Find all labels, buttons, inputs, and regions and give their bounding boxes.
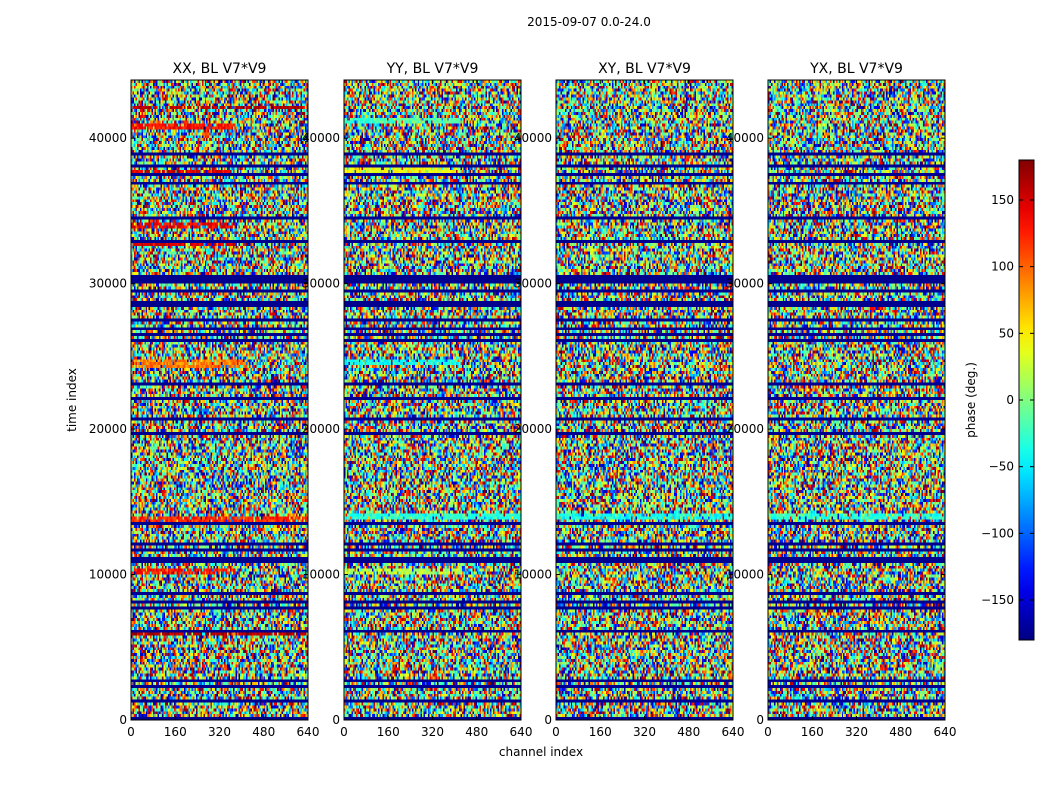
colorbar-tick-label: −50 [989, 460, 1014, 474]
y-tick-label: 30000 [302, 277, 340, 291]
panel-title: YY, BL V7*V9 [386, 61, 479, 77]
y-tick-label: 40000 [89, 131, 127, 145]
x-tick-label: 640 [510, 725, 533, 739]
x-tick-label: 160 [801, 725, 824, 739]
x-tick-label: 0 [764, 725, 772, 739]
x-tick-label: 320 [208, 725, 231, 739]
y-tick-label: 30000 [514, 277, 552, 291]
x-tick-label: 640 [722, 725, 745, 739]
panel-4: YX, BL V7*V9 0 160 320 480 640 0 10000 20000 3000… [726, 61, 957, 739]
x-tick-label: 480 [465, 725, 488, 739]
y-tick-label: 10000 [89, 568, 127, 582]
y-tick-label: 20000 [514, 422, 552, 436]
y-tick-label: 10000 [514, 568, 552, 582]
x-tick-label: 480 [677, 725, 700, 739]
y-tick-label: 20000 [302, 422, 340, 436]
panels: XX, BL V7*V9 0 160 320 480 640 0 10000 20000 3000… [65, 61, 956, 759]
y-axis-label: time index [65, 368, 79, 432]
colorbar-tick-label: −100 [981, 526, 1014, 540]
y-tick-label: 20000 [89, 422, 127, 436]
y-tick-label: 0 [756, 713, 764, 727]
y-tick-label: 30000 [89, 277, 127, 291]
panel-3: XY, BL V7*V9 0 160 320 480 640 0 10000 20000 3000… [514, 61, 745, 739]
y-tick-label: 10000 [302, 568, 340, 582]
y-tick-label: 40000 [302, 131, 340, 145]
colorbar-label: phase (deg.) [964, 362, 978, 438]
colorbar-tick-label: −150 [981, 593, 1014, 607]
x-tick-label: 160 [164, 725, 187, 739]
heatmap-raster [768, 80, 945, 720]
y-tick-label: 0 [119, 713, 127, 727]
panel-title: XX, BL V7*V9 [173, 61, 267, 77]
x-tick-label: 320 [421, 725, 444, 739]
figure-title: 2015-09-07 0.0-24.0 [527, 15, 651, 29]
colorbar: 150 100 50 0 −50 −100 −150 phase (deg.) [964, 159, 1035, 641]
heatmap-raster [344, 80, 521, 720]
heatmap-raster [131, 80, 308, 720]
x-tick-label: 0 [552, 725, 560, 739]
y-tick-label: 0 [332, 713, 340, 727]
x-tick-label: 0 [127, 725, 135, 739]
y-tick-label: 20000 [726, 422, 764, 436]
panel-title: YX, BL V7*V9 [809, 61, 903, 77]
y-tick-label: 30000 [726, 277, 764, 291]
heatmap-raster [556, 80, 733, 720]
y-tick-label: 40000 [514, 131, 552, 145]
panel-title: XY, BL V7*V9 [598, 61, 691, 77]
colorbar-tick-label: 100 [991, 260, 1014, 274]
x-axis-label: channel index [499, 745, 583, 759]
x-tick-label: 480 [889, 725, 912, 739]
x-tick-label: 320 [845, 725, 868, 739]
colorbar-tick-label: 150 [991, 193, 1014, 207]
x-tick-label: 640 [934, 725, 957, 739]
x-tick-label: 0 [340, 725, 348, 739]
x-tick-label: 160 [377, 725, 400, 739]
y-tick-label: 0 [544, 713, 552, 727]
x-tick-label: 320 [633, 725, 656, 739]
x-tick-label: 160 [589, 725, 612, 739]
colorbar-tick-label: 0 [1006, 393, 1014, 407]
panel-2: YY, BL V7*V9 0 160 320 480 640 0 10000 20000 3000… [302, 61, 583, 759]
y-tick-label: 10000 [726, 568, 764, 582]
x-tick-label: 480 [252, 725, 275, 739]
colorbar-tick-label: 50 [999, 326, 1014, 340]
panel-1: XX, BL V7*V9 0 160 320 480 640 0 10000 20000 3000… [65, 61, 319, 739]
y-tick-label: 40000 [726, 131, 764, 145]
x-tick-label: 640 [297, 725, 320, 739]
